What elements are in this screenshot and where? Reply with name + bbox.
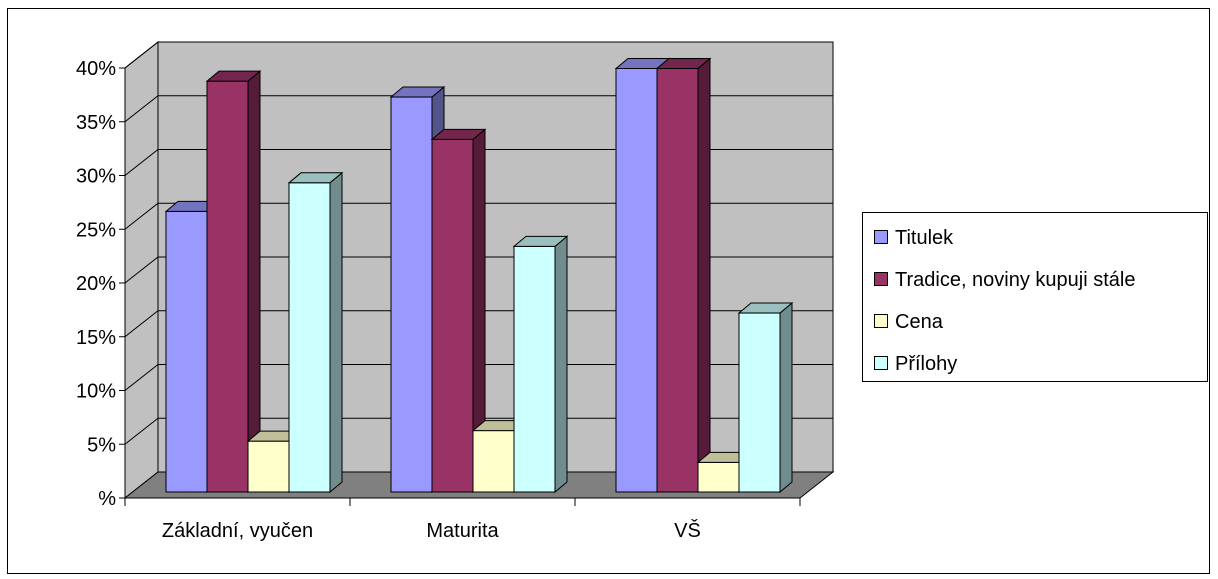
legend-swatch [874, 230, 888, 244]
bar-front [431, 138, 474, 493]
bar-top [205, 70, 262, 82]
bar-front [206, 80, 249, 493]
bar-side [329, 171, 343, 494]
gridlines [124, 41, 833, 445]
bar-front [472, 430, 515, 493]
gridline [124, 310, 833, 338]
bars [164, 57, 794, 494]
y-tick-label: 35% [76, 112, 116, 134]
tick-labels: % 5% 10% 15% 20% 25% 30% 35% 40% Základní, vyučen… [76, 58, 701, 542]
gridline [124, 417, 833, 445]
legend-swatch [874, 356, 888, 370]
y-tick-label: 40% [76, 58, 116, 80]
legend-label: Titulek [895, 227, 954, 249]
bar-side [697, 57, 711, 494]
legend-label: Tradice, noviny kupuji stále [895, 269, 1136, 291]
legend-label: Cena [895, 311, 944, 333]
x-tick-label: VŠ [674, 519, 701, 542]
legend-swatch [874, 272, 888, 286]
gridline [124, 202, 833, 230]
bar-front [247, 440, 290, 493]
y-tick-label: 20% [76, 273, 116, 295]
bar-side [247, 70, 261, 494]
gridline [124, 41, 833, 69]
bar-top [430, 128, 487, 140]
y-tick-label: 15% [76, 327, 116, 349]
bar-front [697, 461, 740, 493]
y-tick-label: 25% [76, 219, 116, 241]
gridline [124, 149, 833, 176]
bar-top [287, 172, 344, 184]
bar-top [512, 235, 569, 247]
bar-top [737, 302, 794, 314]
axes [119, 67, 801, 506]
bar-front [165, 210, 208, 493]
gridline [124, 364, 833, 391]
bar-side [554, 235, 568, 494]
legend-label: Přílohy [895, 353, 957, 375]
x-tick-label: Základní, vyučen [162, 520, 313, 542]
legend-swatch [874, 314, 888, 328]
x-tick-label: Maturita [426, 520, 499, 542]
bar-front [615, 67, 658, 493]
bar-front [513, 245, 556, 493]
gridline [124, 95, 833, 123]
bar-top [389, 86, 446, 98]
legend-box [862, 212, 1208, 382]
bar-top [655, 57, 712, 69]
legend: Titulek Tradice, noviny kupuji stále Cena P… [862, 212, 1208, 382]
y-tick-label: 5% [87, 434, 116, 456]
bar-front [738, 312, 781, 493]
y-tick-label: % [98, 488, 116, 510]
y-tick-label: 10% [76, 381, 116, 403]
bar-front [390, 96, 433, 493]
bar-front [288, 182, 331, 493]
y-tick-label: 30% [76, 166, 116, 188]
gridline [124, 256, 833, 284]
bar-side [779, 301, 793, 494]
bar-front [656, 67, 699, 493]
